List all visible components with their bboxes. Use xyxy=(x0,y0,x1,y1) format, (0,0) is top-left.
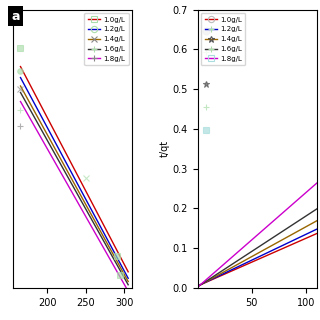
Text: a: a xyxy=(12,10,20,23)
Y-axis label: t/qt: t/qt xyxy=(160,140,170,157)
Legend: 1.0g/L, 1.2g/L, 1.4g/L, 1.6g/L, 1.8g/L: 1.0g/L, 1.2g/L, 1.4g/L, 1.6g/L, 1.8g/L xyxy=(84,13,129,65)
Legend: 1.0g/L, 1.2g/L, 1.4g/L, 1.6g/L, 1.8g/L: 1.0g/L, 1.2g/L, 1.4g/L, 1.6g/L, 1.8g/L xyxy=(201,13,245,65)
